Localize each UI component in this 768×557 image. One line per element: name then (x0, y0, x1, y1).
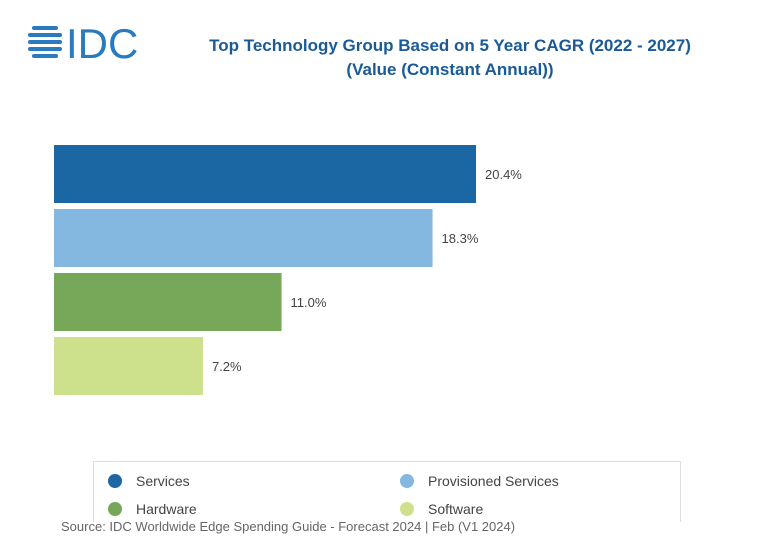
chart-title: Top Technology Group Based on 5 Year CAG… (209, 36, 691, 55)
svg-text:IDC: IDC (66, 22, 138, 62)
bar-provisioned-services[interactable] (54, 209, 433, 267)
legend-item-services[interactable]: Services (108, 473, 190, 489)
bar-services[interactable] (54, 145, 476, 203)
bar-software[interactable] (54, 337, 203, 395)
data-label: 20.4% (485, 167, 522, 182)
source-note: Source: IDC Worldwide Edge Spending Guid… (61, 519, 516, 534)
legend-label: Services (136, 473, 190, 489)
bar-chart: 20.4% 18.3% 11.0% 7.2% (54, 145, 522, 395)
legend-swatch (108, 474, 122, 488)
chart-subtitle: (Value (Constant Annual)) (346, 60, 554, 79)
legend-swatch (400, 502, 414, 516)
data-label: 11.0% (291, 295, 327, 310)
idc-logo: IDC (28, 22, 138, 62)
legend-label: Provisioned Services (428, 473, 559, 489)
bar-hardware[interactable] (54, 273, 282, 331)
data-label: 7.2% (212, 359, 242, 374)
legend-item-provisioned-services[interactable]: Provisioned Services (400, 473, 559, 489)
legend-label: Software (428, 501, 484, 517)
legend-item-hardware[interactable]: Hardware (108, 501, 197, 517)
legend-swatch (108, 502, 122, 516)
legend: Services Provisioned Services Hardware S… (93, 461, 681, 522)
legend-swatch (400, 474, 414, 488)
legend-item-software[interactable]: Software (400, 501, 483, 517)
legend-label: Hardware (136, 501, 197, 517)
data-label: 18.3% (442, 231, 479, 246)
